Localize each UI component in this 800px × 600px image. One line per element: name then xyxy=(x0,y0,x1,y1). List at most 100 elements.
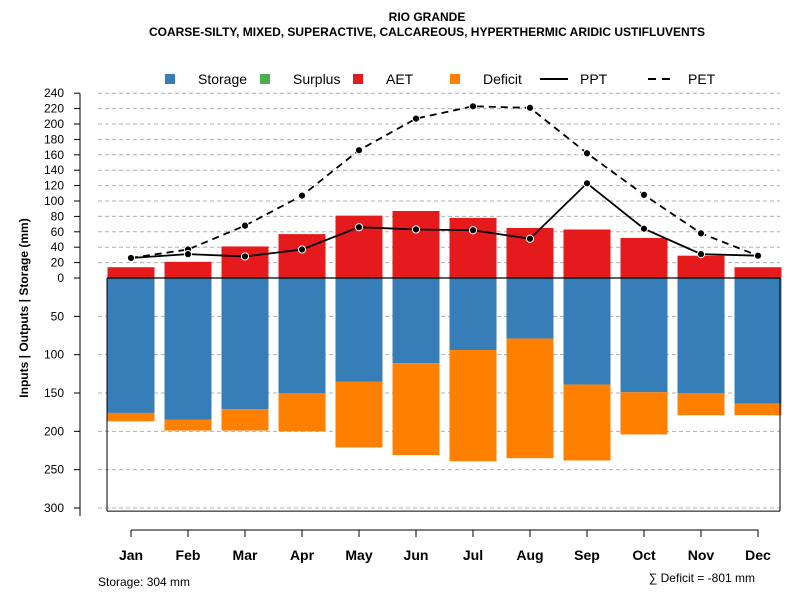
deficit-bar xyxy=(392,363,440,456)
aet-bar xyxy=(563,229,611,278)
x-tick-label: Feb xyxy=(176,547,201,563)
y-tick-label: 150 xyxy=(44,386,64,400)
storage-bar xyxy=(620,278,668,393)
pet-point xyxy=(354,146,364,155)
y-tick-label: 120 xyxy=(44,179,64,193)
x-tick-label: Jan xyxy=(119,547,143,563)
x-tick-label: Apr xyxy=(290,547,315,563)
pet-point xyxy=(468,102,478,111)
y-tick-label: 180 xyxy=(44,132,64,146)
storage-note: Storage: 304 mm xyxy=(98,575,190,589)
aet-bar xyxy=(107,267,155,278)
legend-label: Surplus xyxy=(293,71,340,87)
y-tick-label: 100 xyxy=(44,348,64,362)
y-tick-label: 300 xyxy=(44,501,64,515)
y-tick-label: 100 xyxy=(44,194,64,208)
deficit-bar xyxy=(563,384,611,461)
legend-swatch xyxy=(353,74,363,84)
deficit-bar xyxy=(107,412,155,422)
legend-label: Storage xyxy=(198,71,247,87)
ppt-point xyxy=(582,179,592,188)
ppt-point xyxy=(297,245,307,254)
aet-bar xyxy=(677,255,725,278)
y-tick-label: 240 xyxy=(44,86,64,100)
aet-bar xyxy=(734,267,782,278)
deficit-bar xyxy=(677,393,725,416)
y-axis-label: Inputs | Outputs | Storage (mm) xyxy=(17,218,31,397)
legend-swatch xyxy=(450,74,460,84)
deficit-bar xyxy=(506,338,554,459)
legend-swatch xyxy=(260,74,270,84)
y-tick-label: 20 xyxy=(51,256,65,270)
x-tick-label: Mar xyxy=(233,547,258,563)
ppt-point xyxy=(126,253,136,263)
ppt-line xyxy=(130,182,759,259)
legend: Storage Surplus AET Deficit PPT PET xyxy=(165,71,716,87)
pet-line xyxy=(130,105,759,259)
legend-label: Deficit xyxy=(483,71,522,87)
x-tick-label: Jul xyxy=(463,547,483,563)
x-tick-label: Dec xyxy=(745,547,771,563)
storage-bar xyxy=(677,278,725,394)
ppt-point xyxy=(240,252,250,261)
x-tick-label: Aug xyxy=(516,547,543,563)
storage-bar xyxy=(449,278,497,351)
legend-label: PPT xyxy=(580,71,608,87)
x-tick-label: Nov xyxy=(688,547,715,563)
bars xyxy=(107,211,782,462)
legend-label: PET xyxy=(688,71,716,87)
deficit-bar xyxy=(734,403,782,416)
y-tick-label: 250 xyxy=(44,463,64,477)
ppt-point xyxy=(525,234,535,243)
x-tick-label: May xyxy=(345,547,372,563)
aet-bar xyxy=(620,237,668,278)
legend-swatch xyxy=(165,74,175,84)
x-tick-label: Jun xyxy=(404,547,429,563)
storage-bar xyxy=(221,278,269,410)
deficit-bar xyxy=(164,419,212,431)
chart-subtitle: COARSE-SILTY, MIXED, SUPERACTIVE, CALCAR… xyxy=(149,25,705,39)
deficit-bar xyxy=(449,350,497,462)
storage-bar xyxy=(164,278,212,420)
pet-point xyxy=(411,114,421,123)
y-tick-label: 160 xyxy=(44,148,64,162)
ppt-point xyxy=(639,224,649,233)
storage-bar xyxy=(734,278,782,404)
y-tick-label: 50 xyxy=(51,309,65,323)
storage-bar xyxy=(278,278,326,394)
x-axis: Jan Feb Mar Apr May Jun Jul Aug Sep Oct Nov Dec xyxy=(119,529,771,563)
y-axis: 0204060801001201401601802002202405010015… xyxy=(44,86,81,517)
pet-point xyxy=(240,221,250,230)
pet-point xyxy=(696,229,706,238)
x-tick-label: Sep xyxy=(574,547,600,563)
pet-point xyxy=(582,149,592,158)
aet-bar xyxy=(278,234,326,278)
series-lines xyxy=(126,102,763,263)
ppt-point xyxy=(753,251,763,260)
x-tick-label: Oct xyxy=(632,547,656,563)
aet-bar xyxy=(392,211,440,278)
y-tick-label: 140 xyxy=(44,163,64,177)
pet-point xyxy=(297,191,307,200)
ppt-point xyxy=(411,225,421,234)
storage-bar xyxy=(107,278,155,413)
ppt-point xyxy=(696,250,706,259)
plot-frame xyxy=(106,277,781,512)
y-tick-label: 220 xyxy=(44,102,64,116)
y-tick-label: 200 xyxy=(44,117,64,131)
y-tick-label: 80 xyxy=(51,209,65,223)
aet-bar xyxy=(221,246,269,278)
y-tick-label: 200 xyxy=(44,424,64,438)
storage-bar xyxy=(563,278,611,385)
storage-bar xyxy=(335,278,383,382)
ppt-point xyxy=(468,226,478,235)
storage-bar xyxy=(392,278,440,364)
aet-bar xyxy=(164,261,212,278)
ppt-point xyxy=(354,223,364,232)
deficit-bar xyxy=(221,409,269,431)
chart-title: RIO GRANDE xyxy=(389,10,466,24)
y-tick-label: 40 xyxy=(51,240,65,254)
deficit-bar xyxy=(278,393,326,432)
y-tick-label: 60 xyxy=(51,225,65,239)
pet-point xyxy=(525,103,535,112)
